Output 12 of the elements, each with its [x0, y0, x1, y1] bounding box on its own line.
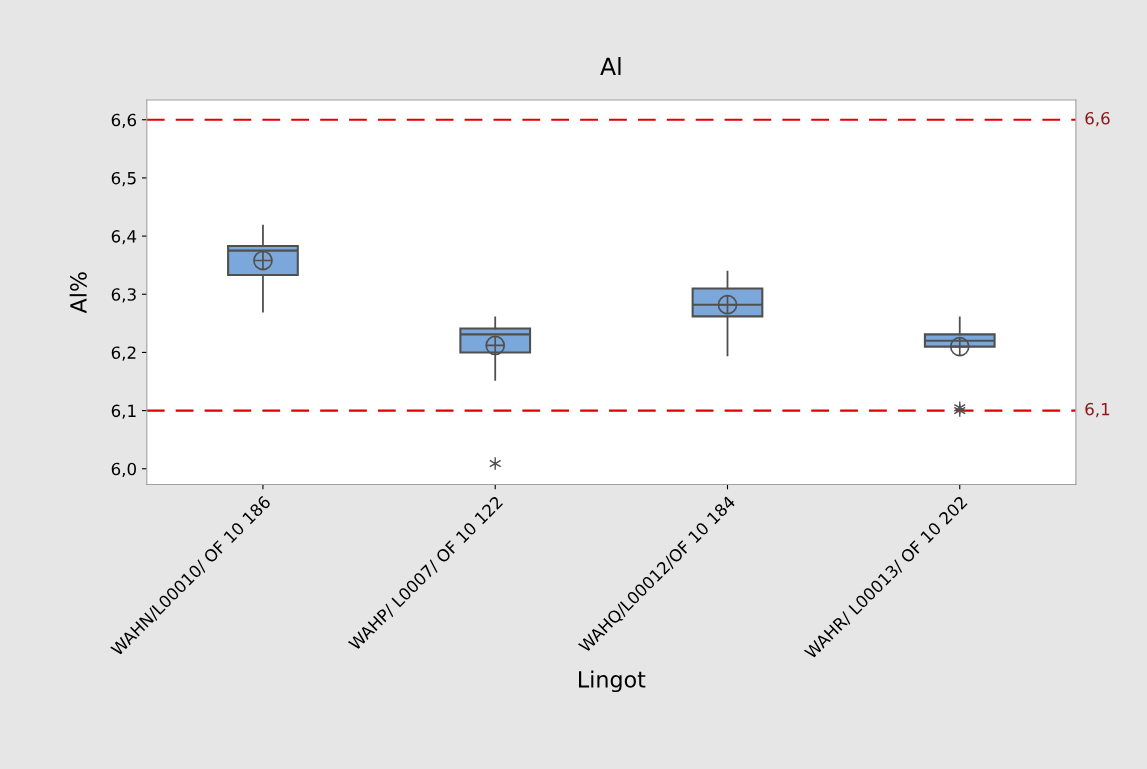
y-axis-title: Al% [69, 272, 87, 314]
chart-title: Al [600, 57, 621, 75]
ref-line-label: 6,6 [1085, 111, 1110, 127]
y-tick-label: 6,0 [111, 462, 136, 478]
y-tick-label: 6,5 [111, 171, 136, 187]
y-tick-label: 6,3 [111, 288, 136, 303]
y-tick-label: 6,1 [111, 404, 136, 419]
ref-line-label: 6,1 [1085, 402, 1110, 418]
x-axis-title: Lingot [579, 670, 646, 693]
y-tick-label: 6,2 [111, 346, 136, 361]
y-tick-label: 6,4 [111, 230, 137, 245]
y-tick-label: 6,6 [111, 113, 137, 129]
